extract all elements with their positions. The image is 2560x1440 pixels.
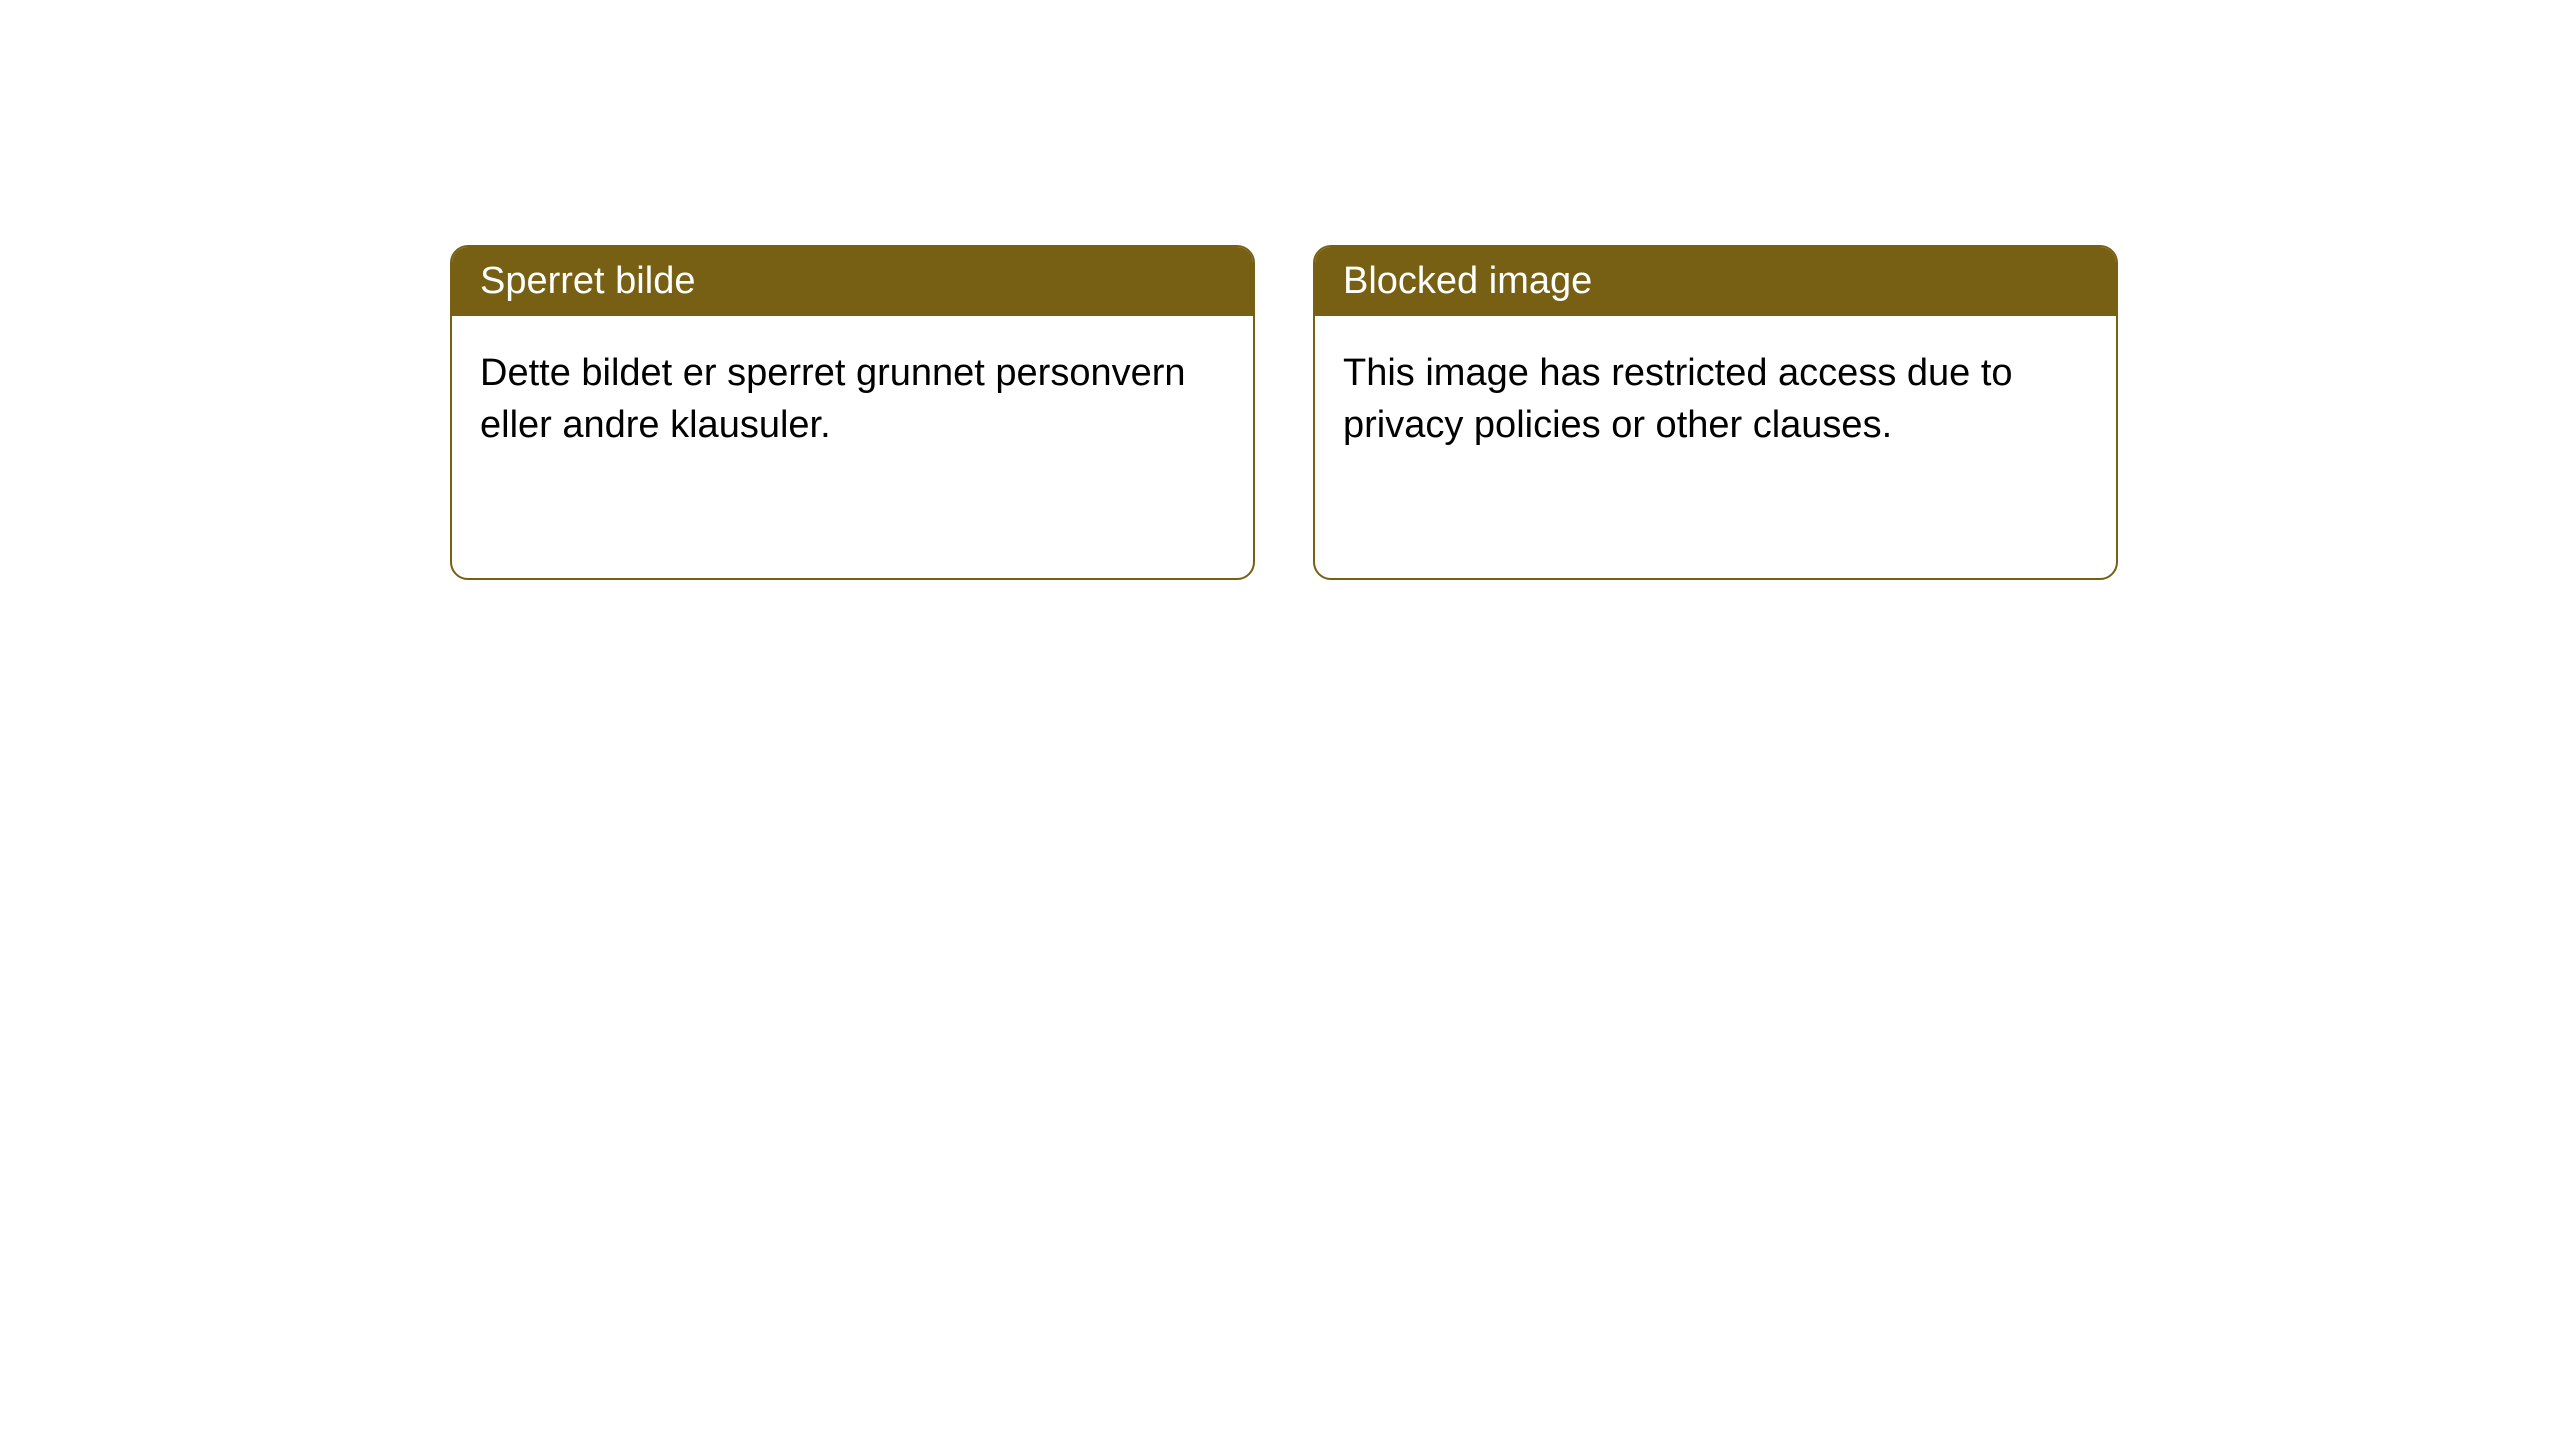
notice-container: Sperret bilde Dette bildet er sperret gr…	[0, 0, 2560, 580]
notice-card-body: This image has restricted access due to …	[1315, 316, 2116, 483]
notice-card-header: Sperret bilde	[452, 247, 1253, 316]
notice-card-norwegian: Sperret bilde Dette bildet er sperret gr…	[450, 245, 1255, 580]
notice-card-header: Blocked image	[1315, 247, 2116, 316]
notice-card-body: Dette bildet er sperret grunnet personve…	[452, 316, 1253, 483]
notice-card-english: Blocked image This image has restricted …	[1313, 245, 2118, 580]
